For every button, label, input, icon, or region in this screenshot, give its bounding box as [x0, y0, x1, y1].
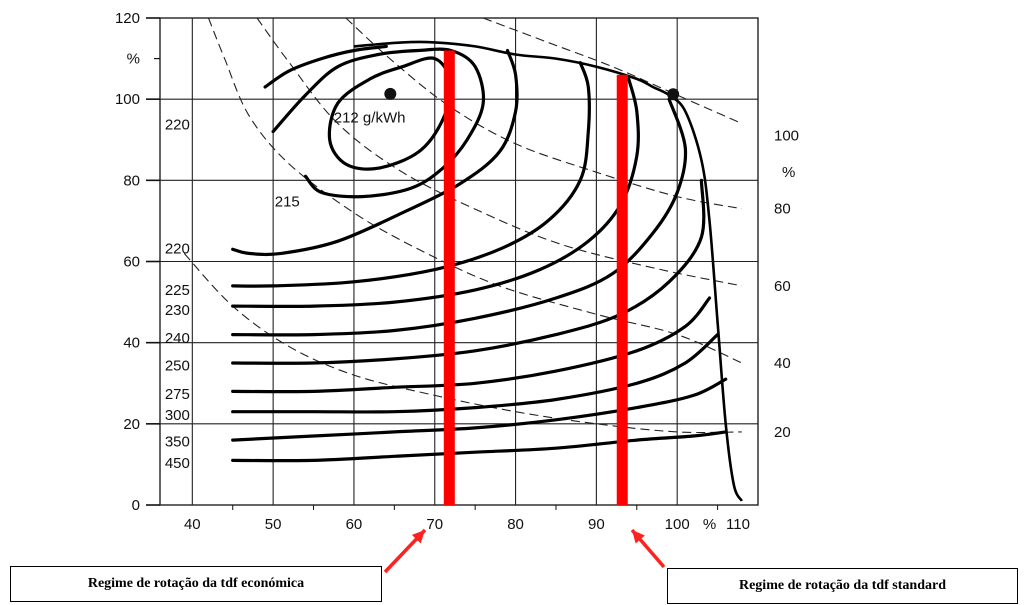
curve-label: 450 [165, 455, 190, 472]
consumption-curve [231, 97, 688, 337]
x-tick-label: 100 [665, 516, 690, 533]
curve-label: 220 [165, 241, 190, 258]
economic-pto-speed-bar [443, 50, 455, 505]
y-unit-label: % [127, 51, 140, 68]
consumption-curve [271, 47, 486, 199]
full-load-line [353, 40, 743, 502]
power-hyperbola [207, 17, 743, 364]
tick-labels: 0 20 40 60 80 100 120% 40 50 60 70 80 90 100 110% 100 80… [115, 10, 799, 533]
y-tick-label: 60 [123, 254, 140, 271]
x-tick-label: 40 [184, 516, 201, 533]
power-scale-label: 40 [774, 355, 791, 372]
power-scale-label: 100 [774, 128, 799, 145]
standard-pto-callout: Regime de rotação da tdf standard [667, 568, 1018, 604]
curve-label: 250 [165, 357, 190, 374]
curve-label: 220 [165, 116, 190, 133]
power-hyperbola [483, 17, 743, 125]
y-tick-label: 40 [123, 335, 140, 352]
y-tick-label: 120 [115, 10, 140, 27]
x-tick-label: 110 [726, 516, 750, 533]
curve-label: 215 [275, 193, 300, 210]
consumption-curve [231, 333, 720, 414]
curve-label: 212 g/kWh [334, 109, 406, 126]
power-scale-label: 60 [774, 278, 791, 295]
consumption-curve [231, 48, 519, 257]
curve-label: 275 [165, 386, 190, 403]
curve-label: 230 [165, 302, 190, 319]
curve-label: 350 [165, 434, 190, 451]
y-tick-label: 100 [115, 91, 140, 108]
axes [146, 17, 759, 510]
y-tick-label: 80 [123, 172, 140, 189]
standard-pto-speed-bar [616, 74, 628, 506]
operating-points [384, 87, 680, 101]
standard-arrow-head [632, 530, 645, 544]
x-tick-label: 70 [426, 516, 443, 533]
consumption-curve [231, 77, 640, 309]
callout-arrows [383, 528, 666, 574]
power-scale-label: 80 [774, 201, 791, 218]
consumption-curve [231, 178, 706, 365]
power-hyperbola [183, 253, 742, 434]
y-tick-label: 0 [132, 497, 140, 514]
x-tick-label: 60 [346, 516, 363, 533]
x-unit-label: % [703, 516, 716, 533]
consumption-curve [231, 377, 728, 442]
curve-label: 240 [165, 330, 190, 347]
consumption-curves [231, 44, 728, 463]
rpm-markers [443, 50, 628, 506]
consumption-curve [263, 44, 388, 89]
curve-label: 225 [165, 282, 190, 299]
curve-labels: 212 g/kWh 215 220 220 225 230 240 250 275 300 350 4… [165, 109, 406, 471]
x-tick-label: 80 [507, 516, 524, 533]
power-unit-label: % [782, 164, 795, 181]
economic-pto-callout: Regime de rotação da tdf económica [10, 566, 382, 602]
consumption-curve [231, 430, 728, 463]
operating-point [384, 87, 397, 100]
power-scale-label: 20 [774, 424, 791, 441]
y-tick-label: 20 [123, 416, 140, 433]
curve-label: 300 [165, 407, 190, 424]
x-tick-label: 50 [265, 516, 282, 533]
economic-arrow-head [411, 530, 425, 544]
x-tick-label: 90 [588, 516, 605, 533]
consumption-curve [231, 296, 712, 394]
operating-point [667, 88, 680, 101]
full-load-curve [353, 40, 743, 502]
consumption-curve [231, 61, 591, 288]
